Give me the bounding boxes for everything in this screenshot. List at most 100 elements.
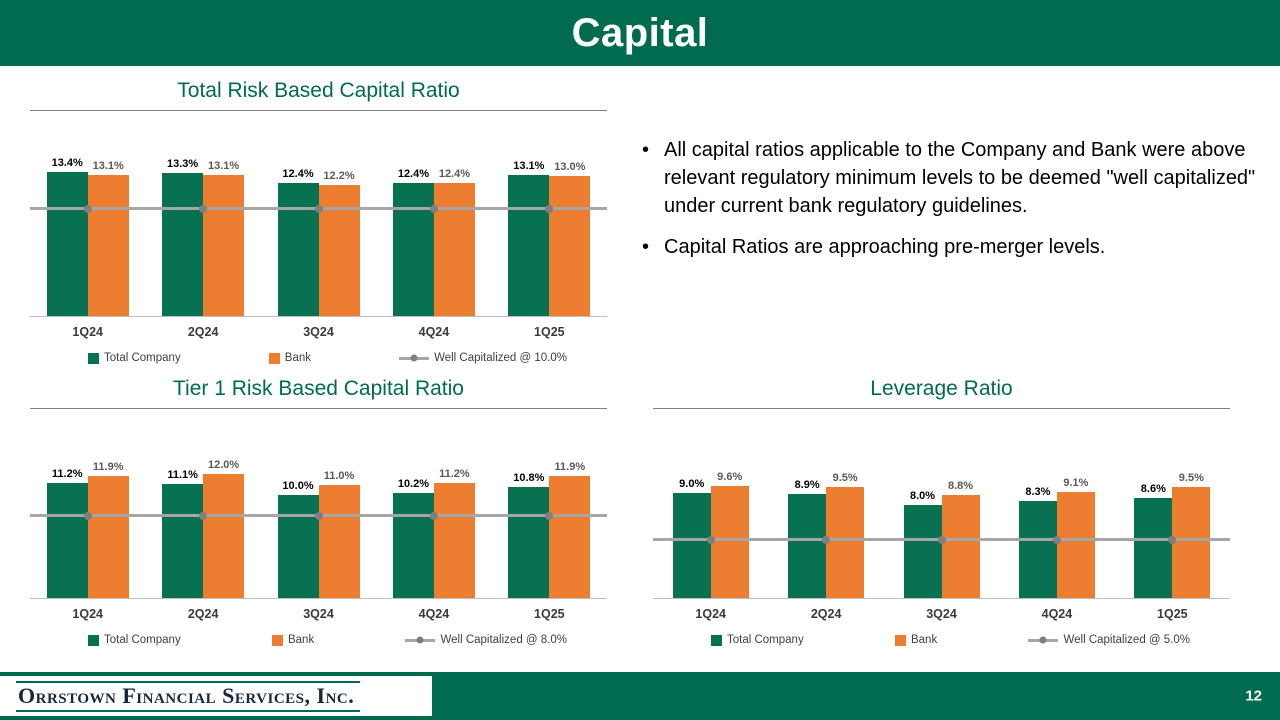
legend-item-line: Well Capitalized @ 10.0% <box>399 352 567 364</box>
legend-line-marker <box>405 636 436 644</box>
category-group: 11.2% 11.9% <box>30 423 145 598</box>
bullet-item: All capital ratios applicable to the Com… <box>642 136 1274 220</box>
header-banner: Capital <box>0 0 1280 66</box>
bar-value-label: 12.0% <box>208 459 240 472</box>
bar-bank: 9.1% <box>1056 423 1095 598</box>
legend-swatch <box>88 634 99 646</box>
category-group: 13.1% 13.0% <box>492 128 607 316</box>
bar-value-label: 8.8% <box>947 480 974 493</box>
legend-label: Bank <box>284 352 311 364</box>
chart-plot: 13.4% 13.1% 13.3% 13.1% 12.4% 12.2% 12.4% 12.4%… <box>30 128 607 317</box>
bar-value-label: 11.1% <box>167 468 198 481</box>
x-axis-label: 1Q24 <box>72 325 103 339</box>
bar-value-label: 11.9% <box>92 460 124 473</box>
legend-label: Total Company <box>727 634 804 646</box>
bar-value-label: 11.2% <box>439 467 470 480</box>
bar <box>392 182 434 316</box>
legend-swatch <box>88 352 99 364</box>
legend-swatch <box>271 634 283 646</box>
legend-label: Well Capitalized @ 10.0% <box>434 352 567 364</box>
bar-value-label: 12.4% <box>438 167 471 180</box>
bar-bank: 12.4% <box>433 128 475 316</box>
bar-total-company: 8.3% <box>1018 423 1057 598</box>
chart-legend: Total Company Bank Well Capitalized @ 8.0% <box>30 634 607 646</box>
bar <box>672 493 711 598</box>
bar <box>1134 497 1173 598</box>
line-marker-dot <box>1052 535 1061 544</box>
line-marker-dot <box>314 204 323 213</box>
x-axis-label: 3Q24 <box>303 607 334 621</box>
bar-total-company: 13.1% <box>508 128 550 316</box>
category-group: 8.0% 8.8% <box>884 423 999 598</box>
bar <box>433 482 475 598</box>
line-marker-dot <box>199 204 208 213</box>
legend-swatch <box>894 634 906 646</box>
bar-bank: 9.5% <box>1172 423 1211 598</box>
legend-line-dot <box>410 354 418 362</box>
chart-title: Leverage Ratio <box>870 377 1013 400</box>
bar-value-label: 12.2% <box>323 169 355 182</box>
page-title: Capital <box>571 10 709 55</box>
bar <box>277 182 319 316</box>
chart-total-risk-based-capital: Total Risk Based Capital Ratio 13.4% 13.1… <box>30 78 607 364</box>
bar <box>788 494 827 598</box>
legend-item: Total Company <box>88 352 181 364</box>
chart-title-rule <box>30 110 607 111</box>
bar-total-company: 13.4% <box>46 128 88 316</box>
chart-title: Total Risk Based Capital Ratio <box>177 79 460 102</box>
bar-value-label: 9.5% <box>1178 472 1204 485</box>
bar <box>508 486 550 598</box>
category-group: 8.6% 9.5% <box>1115 423 1230 598</box>
bar-total-company: 8.9% <box>788 423 827 598</box>
bar-total-company: 10.0% <box>277 423 319 598</box>
bar <box>1056 491 1095 598</box>
bar <box>710 486 749 598</box>
chart-title-rule <box>30 408 607 409</box>
bar-bank: 12.0% <box>203 423 245 598</box>
bar <box>826 487 865 598</box>
bar-bank: 11.9% <box>549 423 591 598</box>
category-group: 12.4% 12.2% <box>261 128 376 316</box>
bar <box>549 475 591 598</box>
x-axis-label: 3Q24 <box>303 325 334 339</box>
category-group: 8.9% 9.5% <box>768 423 883 598</box>
chart-legend: Total Company Bank Well Capitalized @ 5.0% <box>653 634 1230 646</box>
legend-item: Total Company <box>711 634 804 646</box>
category-group: 13.4% 13.1% <box>30 128 145 316</box>
legend-line-marker <box>1028 636 1059 644</box>
bar-bank: 11.0% <box>318 423 360 598</box>
bar-total-company: 12.4% <box>392 128 434 316</box>
bar-value-label: 13.1% <box>92 160 124 173</box>
bar-total-company: 13.3% <box>162 128 204 316</box>
chart-leverage-ratio: Leverage Ratio 9.0% 9.6% 8.9% 9.5% 8.0% 8.8% 8… <box>653 376 1230 646</box>
bar <box>941 495 980 598</box>
x-axis-label: 4Q24 <box>1041 607 1073 621</box>
bar-value-label: 10.8% <box>513 471 545 484</box>
bar-value-label: 13.3% <box>167 158 199 171</box>
line-marker-dot <box>1168 535 1177 544</box>
chart-legend: Total Company Bank Well Capitalized @ 10.0… <box>30 352 607 364</box>
bar-total-company: 8.0% <box>903 423 942 598</box>
bar-value-label: 10.2% <box>397 478 430 490</box>
bar-value-label: 11.0% <box>323 469 355 482</box>
legend-item-line: Well Capitalized @ 5.0% <box>1028 634 1190 646</box>
legend-item-line: Well Capitalized @ 8.0% <box>405 634 567 646</box>
footer-bar: Orrstown Financial Services, Inc. 12 <box>0 672 1280 720</box>
bar-bank: 8.8% <box>941 423 980 598</box>
x-axis-label: 3Q24 <box>926 607 957 621</box>
x-axis-label: 2Q24 <box>810 607 842 621</box>
category-group: 10.8% 11.9% <box>492 423 607 598</box>
bullet-list: All capital ratios applicable to the Com… <box>642 136 1274 274</box>
bar-bank: 9.5% <box>826 423 865 598</box>
bar-bank: 13.1% <box>87 128 129 316</box>
bar <box>87 475 129 598</box>
bar-value-label: 13.0% <box>554 161 586 174</box>
line-marker-dot <box>822 535 831 544</box>
legend-swatch <box>711 634 722 646</box>
legend-item: Bank <box>271 634 314 646</box>
legend-item: Total Company <box>88 634 181 646</box>
bar-total-company: 10.2% <box>392 423 434 598</box>
bar-value-label: 12.4% <box>282 167 314 180</box>
x-axis-label: 2Q24 <box>187 607 219 621</box>
bar <box>203 474 245 598</box>
